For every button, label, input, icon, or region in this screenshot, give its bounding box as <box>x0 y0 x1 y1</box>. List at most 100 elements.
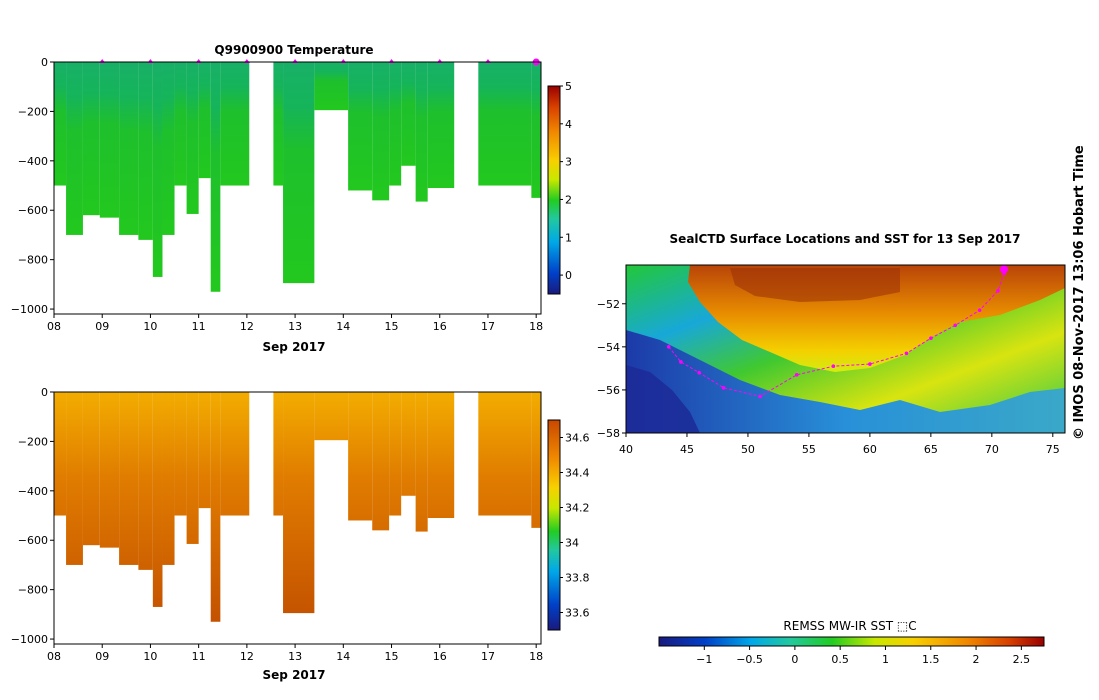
lon-tick-label-2: 50 <box>741 443 755 456</box>
sst-map-frame <box>625 264 1066 434</box>
profile-column-14 <box>283 62 315 284</box>
salinity-panel: 08 09 10 11 12 13 14 15 16 17 18 0 −200 −400 −600 −800… <box>11 386 590 682</box>
x-tick-label-10: 10 <box>143 320 157 333</box>
profile-column-22 <box>478 392 532 516</box>
temperature-x-axis: 08 09 10 11 12 13 14 15 16 17 18 <box>47 314 543 333</box>
y-tick-label-5: −1000 <box>11 633 48 646</box>
salinity-y-axis: 0 −200 −400 −600 −800 −1000 <box>11 386 54 646</box>
x-tick-label-16: 16 <box>433 650 447 663</box>
lon-tick-label-1: 45 <box>680 443 694 456</box>
cbar-tick-label-1: 1 <box>565 231 572 244</box>
profile-column-16 <box>348 392 373 521</box>
profile-column-0 <box>54 392 67 516</box>
x-tick-label-17: 17 <box>481 320 495 333</box>
track-point-11 <box>977 308 982 313</box>
profile-column-5 <box>138 392 153 570</box>
y-tick-label-4: −800 <box>18 254 48 267</box>
x-tick-label-09: 09 <box>95 650 109 663</box>
profile-column-0 <box>54 62 67 186</box>
lat-tick-label-3: −58 <box>597 427 620 440</box>
x-tick-label-16: 16 <box>433 320 447 333</box>
temperature-colorbar <box>547 85 561 295</box>
track-point-1 <box>679 360 683 364</box>
sst-cold-south-region <box>626 330 1065 433</box>
profile-column-20 <box>415 62 428 202</box>
sst-cbar-tick-label-4: 1 <box>882 653 889 666</box>
profile-column-17 <box>372 392 390 531</box>
y-tick-label-3: −600 <box>18 534 48 547</box>
track-point-4 <box>758 394 762 399</box>
track-point-10 <box>953 323 958 328</box>
lon-tick-label-4: 60 <box>863 443 877 456</box>
salinity-x-label: Sep 2017 <box>263 668 326 682</box>
profile-column-19 <box>401 392 416 496</box>
x-tick-label-11: 11 <box>192 320 206 333</box>
temperature-y-axis: 0 −200 −400 −600 −800 −1000 <box>11 56 54 316</box>
sst-cbar-tick-label-1: −0.5 <box>736 653 763 666</box>
profile-column-9 <box>186 392 199 544</box>
sst-map-title: SealCTD Surface Locations and SST for 13… <box>670 232 1021 246</box>
profile-column-11 <box>210 392 221 622</box>
profile-column-13 <box>273 62 284 186</box>
cbar-tick-label-2: 2 <box>565 193 572 206</box>
profile-column-3 <box>99 62 120 218</box>
profile-column-11 <box>210 62 221 292</box>
track-latest-position <box>1000 265 1009 274</box>
lat-tick-label-2: −56 <box>597 384 620 397</box>
cbar-tick-label-3: 34.2 <box>565 502 590 515</box>
y-tick-label-1: −200 <box>18 435 48 448</box>
lon-tick-label-5: 65 <box>924 443 938 456</box>
profile-column-21 <box>427 62 455 188</box>
x-tick-label-15: 15 <box>385 320 399 333</box>
profile-column-16 <box>348 62 373 191</box>
sst-cbar-tick-label-2: 0 <box>791 653 798 666</box>
y-tick-label-0: 0 <box>41 386 48 399</box>
profile-column-2 <box>82 392 100 546</box>
x-tick-label-12: 12 <box>240 650 254 663</box>
sst-hot-core <box>730 268 900 302</box>
sst-map-y-axis: −52 −54 −56 −58 <box>597 298 626 440</box>
lat-tick-label-0: −52 <box>597 298 620 311</box>
profile-column-6 <box>152 62 163 277</box>
x-tick-label-13: 13 <box>288 320 302 333</box>
temperature-plot-frame <box>53 61 542 315</box>
profile-column-3 <box>99 392 120 548</box>
x-tick-label-08: 08 <box>47 320 61 333</box>
profile-column-7 <box>162 62 175 235</box>
lon-tick-label-7: 75 <box>1046 443 1060 456</box>
cbar-tick-label-2: 34 <box>565 537 579 550</box>
profile-column-17 <box>372 62 390 201</box>
temperature-colorbar-ticks: 0 1 2 3 4 5 <box>560 80 572 282</box>
x-tick-label-17: 17 <box>481 650 495 663</box>
track-point-6 <box>831 364 836 369</box>
profile-column-7 <box>162 392 175 565</box>
sst-map-x-axis: 40 45 50 55 60 65 70 75 <box>619 433 1060 456</box>
sst-cbar-tick-label-3: 0.5 <box>831 653 849 666</box>
profile-column-15 <box>314 62 349 111</box>
cbar-tick-label-1: 33.8 <box>565 572 590 585</box>
x-tick-label-10: 10 <box>143 650 157 663</box>
profile-column-18 <box>389 392 402 516</box>
cbar-tick-label-4: 34.4 <box>565 467 590 480</box>
x-tick-label-13: 13 <box>288 650 302 663</box>
y-tick-label-2: −400 <box>18 485 48 498</box>
y-tick-label-3: −600 <box>18 204 48 217</box>
sst-coldest-region <box>626 365 700 433</box>
profile-column-4 <box>119 62 139 235</box>
track-point-3 <box>721 385 726 390</box>
salinity-colorbar-ticks: 33.6 33.8 34 34.2 34.4 34.6 <box>560 432 590 620</box>
profile-column-2 <box>82 62 100 216</box>
profile-column-4 <box>119 392 139 565</box>
sst-cbar-tick-label-0: −1 <box>696 653 712 666</box>
profile-column-15 <box>314 392 349 441</box>
profile-column-1 <box>66 62 83 235</box>
temperature-x-label: Sep 2017 <box>263 340 326 354</box>
y-tick-label-2: −400 <box>18 155 48 168</box>
profile-column-21 <box>427 392 455 518</box>
profile-column-22 <box>478 62 532 186</box>
profile-column-6 <box>152 392 163 607</box>
x-tick-label-12: 12 <box>240 320 254 333</box>
sst-colorbar-ticks: −1 −0.5 0 0.5 1 1.5 2 2.5 <box>696 646 1030 666</box>
sst-cbar-tick-label-6: 2 <box>973 653 980 666</box>
